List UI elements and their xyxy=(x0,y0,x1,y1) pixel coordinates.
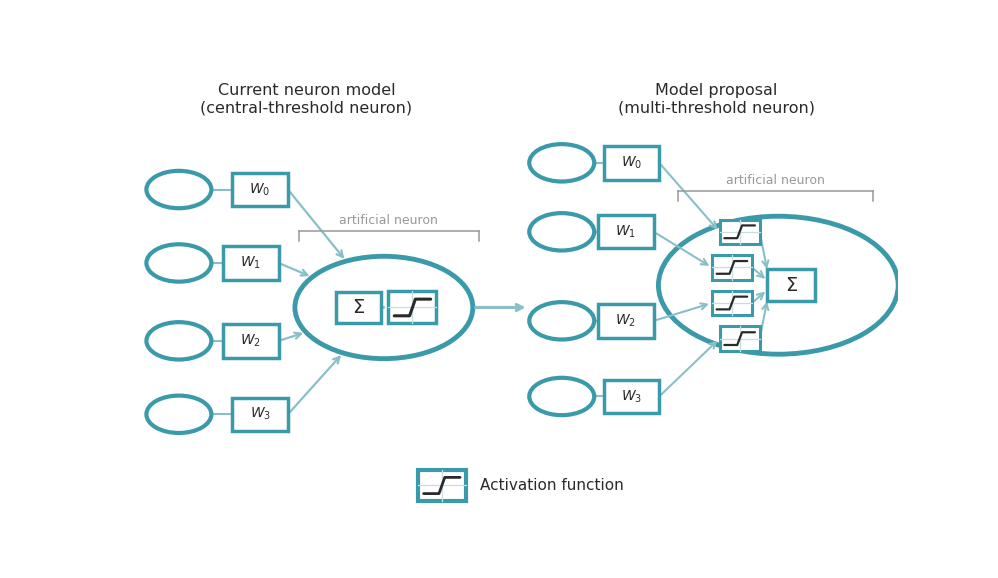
Text: Model proposal
(multi-threshold neuron): Model proposal (multi-threshold neuron) xyxy=(618,83,815,115)
Bar xyxy=(223,324,278,358)
Text: $W_2$: $W_2$ xyxy=(241,333,261,349)
Bar xyxy=(223,246,278,280)
Text: $W_1$: $W_1$ xyxy=(616,224,637,240)
Bar xyxy=(418,470,466,501)
Text: $W_0$: $W_0$ xyxy=(621,155,642,171)
Bar xyxy=(233,398,288,431)
Bar xyxy=(712,291,752,315)
Bar xyxy=(767,269,815,301)
Bar xyxy=(598,304,654,338)
Bar xyxy=(233,173,288,206)
Text: $W_1$: $W_1$ xyxy=(241,255,261,271)
Bar xyxy=(388,291,436,324)
Text: $W_3$: $W_3$ xyxy=(250,406,270,423)
Text: $\Sigma$: $\Sigma$ xyxy=(352,298,365,317)
Text: $W_2$: $W_2$ xyxy=(616,313,637,329)
Bar xyxy=(598,215,654,249)
Text: $W_3$: $W_3$ xyxy=(621,388,642,405)
Bar xyxy=(720,220,759,244)
Bar xyxy=(604,380,660,413)
Text: Activation function: Activation function xyxy=(480,478,624,493)
Bar xyxy=(336,292,381,323)
Bar xyxy=(720,327,759,351)
Text: artificial neuron: artificial neuron xyxy=(339,214,438,227)
Text: artificial neuron: artificial neuron xyxy=(727,175,825,187)
Text: $\Sigma$: $\Sigma$ xyxy=(785,276,798,295)
Bar xyxy=(712,255,752,280)
Bar xyxy=(604,146,660,180)
Text: $W_0$: $W_0$ xyxy=(250,181,270,198)
Text: Current neuron model
(central-threshold neuron): Current neuron model (central-threshold … xyxy=(201,83,412,115)
